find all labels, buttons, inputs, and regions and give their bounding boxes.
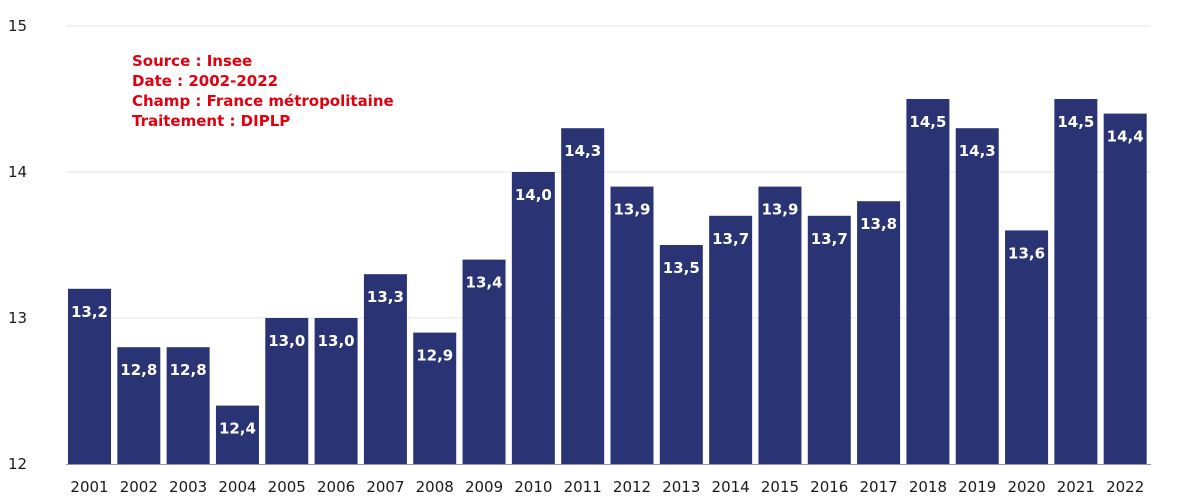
- bar-value-label: 13,0: [268, 332, 305, 350]
- bar-value-label: 14,3: [564, 142, 601, 160]
- bar: [314, 318, 358, 464]
- bar: [1103, 113, 1147, 464]
- date-line: Date : 2002-2022: [132, 72, 279, 90]
- bar-value-label: 14,3: [959, 142, 996, 160]
- champ-line: Champ : France métropolitaine: [132, 92, 394, 110]
- bar: [610, 186, 654, 464]
- x-tick-label: 2002: [120, 478, 158, 496]
- source-line: Source : Insee: [132, 52, 253, 70]
- x-tick-label: 2013: [662, 478, 700, 496]
- bar: [1005, 230, 1049, 464]
- x-tick-label: 2017: [859, 478, 897, 496]
- bar-value-label: 13,9: [613, 201, 650, 219]
- x-tick-label: 2009: [465, 478, 503, 496]
- x-tick-label: 2020: [1007, 478, 1045, 496]
- traitement-line: Traitement : DIPLP: [132, 112, 291, 130]
- x-tick-label: 2006: [317, 478, 355, 496]
- x-tick-label: 2007: [366, 478, 404, 496]
- bar-value-label: 12,9: [416, 347, 453, 365]
- bar-value-label: 12,4: [219, 420, 256, 438]
- x-tick-label: 2001: [70, 478, 108, 496]
- bar: [68, 288, 111, 464]
- x-tick-label: 2011: [564, 478, 602, 496]
- x-tick-label: 2005: [268, 478, 306, 496]
- bar-value-label: 14,5: [1057, 113, 1094, 131]
- bar-value-label: 13,3: [367, 288, 404, 306]
- x-tick-label: 2004: [218, 478, 256, 496]
- bar: [857, 201, 901, 464]
- source-note: Source : Insee Date : 2002-2022 Champ : …: [132, 51, 394, 131]
- x-tick-label: 2003: [169, 478, 207, 496]
- x-tick-label: 2015: [761, 478, 799, 496]
- bar-value-label: 13,6: [1008, 244, 1045, 262]
- bar: [166, 347, 210, 464]
- bar-value-label: 14,4: [1107, 128, 1144, 146]
- bar: [215, 405, 259, 464]
- bar: [413, 332, 457, 464]
- bar: [1054, 99, 1098, 464]
- bar: [117, 347, 161, 464]
- bar: [709, 215, 753, 464]
- bar-value-label: 13,5: [663, 259, 700, 277]
- bar: [511, 172, 555, 464]
- x-tick-label: 2021: [1057, 478, 1095, 496]
- bar: [265, 318, 309, 464]
- x-tick-label: 2018: [909, 478, 947, 496]
- x-tick-label: 2019: [958, 478, 996, 496]
- bar-value-label: 13,4: [466, 274, 503, 292]
- bar: [363, 274, 407, 464]
- bar: [561, 128, 605, 464]
- x-tick-label: 2008: [416, 478, 454, 496]
- bar-value-label: 13,0: [318, 332, 355, 350]
- bar-value-label: 13,2: [71, 303, 108, 321]
- bar: [462, 259, 506, 464]
- y-tick-label: 14: [8, 163, 27, 181]
- x-tick-label: 2012: [613, 478, 651, 496]
- bar-value-label: 12,8: [120, 361, 157, 379]
- bar: [906, 99, 950, 464]
- bar-value-label: 13,7: [712, 230, 749, 248]
- x-tick-label: 2014: [712, 478, 750, 496]
- x-tick-label: 2022: [1106, 478, 1144, 496]
- bar: [758, 186, 802, 464]
- bar: [659, 245, 703, 464]
- y-tick-label: 12: [8, 455, 27, 473]
- bar-value-label: 14,0: [515, 186, 552, 204]
- bar: [807, 215, 851, 464]
- bar-value-label: 13,8: [860, 215, 897, 233]
- y-tick-label: 13: [8, 309, 27, 327]
- bar-value-label: 13,9: [761, 201, 798, 219]
- bar-value-label: 14,5: [909, 113, 946, 131]
- y-tick-label: 15: [8, 17, 27, 35]
- x-tick-label: 2016: [810, 478, 848, 496]
- x-tick-label: 2010: [514, 478, 552, 496]
- bar-value-label: 13,7: [811, 230, 848, 248]
- bar-value-label: 12,8: [170, 361, 207, 379]
- bar: [955, 128, 999, 464]
